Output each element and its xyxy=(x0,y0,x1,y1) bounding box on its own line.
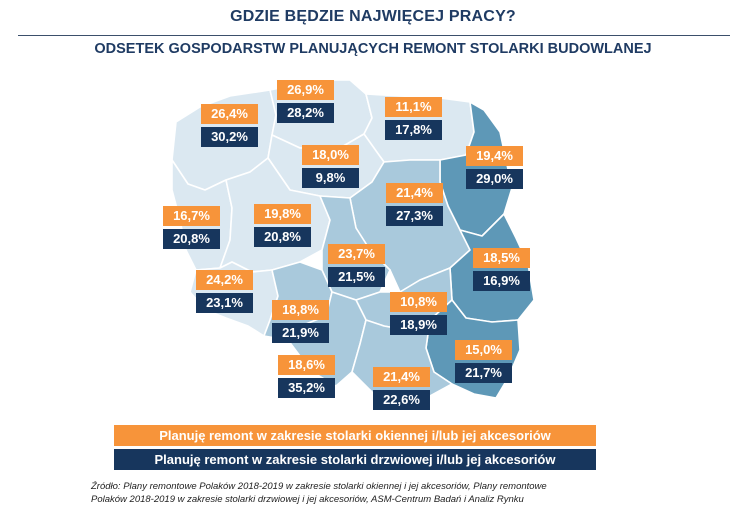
label-slaskie: 18,6% 35,2% xyxy=(278,355,335,399)
label-dolnoslaskie: 24,2% 23,1% xyxy=(196,270,253,314)
legend-windows: Planuję remont w zakresie stolarki okien… xyxy=(114,425,596,446)
label-wielkopolskie: 19,8% 20,8% xyxy=(254,204,311,248)
doors-value: 9,8% xyxy=(302,168,359,188)
label-zachodniopomorskie: 26,4% 30,2% xyxy=(201,104,258,148)
label-pomorskie: 26,9% 28,2% xyxy=(277,80,334,124)
doors-value: 21,7% xyxy=(455,363,512,383)
windows-value: 19,4% xyxy=(466,146,523,166)
doors-value: 27,3% xyxy=(386,206,443,226)
label-warminsko-mazurskie: 11,1% 17,8% xyxy=(385,97,442,141)
doors-value: 30,2% xyxy=(201,127,258,147)
windows-value: 15,0% xyxy=(455,340,512,360)
windows-value: 19,8% xyxy=(254,204,311,224)
doors-value: 21,9% xyxy=(272,323,329,343)
title-divider xyxy=(18,35,730,36)
windows-value: 23,7% xyxy=(328,244,385,264)
windows-value: 18,8% xyxy=(272,300,329,320)
label-malopolskie: 21,4% 22,6% xyxy=(373,367,430,411)
source-line-1: Źródło: Plany remontowe Polaków 2018-201… xyxy=(91,481,547,492)
label-kujawsko-pomorskie: 18,0% 9,8% xyxy=(302,145,359,189)
windows-value: 18,5% xyxy=(473,248,530,268)
windows-value: 16,7% xyxy=(163,206,220,226)
doors-value: 29,0% xyxy=(466,169,523,189)
windows-value: 21,4% xyxy=(373,367,430,387)
doors-value: 23,1% xyxy=(196,293,253,313)
doors-value: 18,9% xyxy=(390,315,447,335)
map-subtitle: ODSETEK GOSPODARSTW PLANUJĄCYCH REMONT S… xyxy=(94,41,652,57)
windows-value: 24,2% xyxy=(196,270,253,290)
source-note: Źródło: Plany remontowe Polaków 2018-201… xyxy=(91,480,651,506)
doors-value: 17,8% xyxy=(385,120,442,140)
label-mazowieckie: 21,4% 27,3% xyxy=(386,183,443,227)
doors-value: 21,5% xyxy=(328,267,385,287)
windows-value: 26,9% xyxy=(277,80,334,100)
windows-value: 18,6% xyxy=(278,355,335,375)
windows-value: 21,4% xyxy=(386,183,443,203)
doors-value: 22,6% xyxy=(373,390,430,410)
label-swietokrzyskie: 10,8% 18,9% xyxy=(390,292,447,336)
doors-value: 28,2% xyxy=(277,103,334,123)
label-lodzkie: 23,7% 21,5% xyxy=(328,244,385,288)
label-lubuskie: 16,7% 20,8% xyxy=(163,206,220,250)
windows-value: 26,4% xyxy=(201,104,258,124)
label-podlaskie: 19,4% 29,0% xyxy=(466,146,523,190)
doors-value: 16,9% xyxy=(473,271,530,291)
legend-doors: Planuję remont w zakresie stolarki drzwi… xyxy=(114,449,596,470)
map-title: GDZIE BĘDZIE NAJWIĘCEJ PRACY? xyxy=(230,8,516,25)
doors-value: 35,2% xyxy=(278,378,335,398)
source-line-2: Polaków 2018-2019 w zakresie stolarki dr… xyxy=(91,494,524,505)
doors-value: 20,8% xyxy=(254,227,311,247)
windows-value: 18,0% xyxy=(302,145,359,165)
doors-value: 20,8% xyxy=(163,229,220,249)
label-lubelskie: 18,5% 16,9% xyxy=(473,248,530,292)
windows-value: 10,8% xyxy=(390,292,447,312)
label-opolskie: 18,8% 21,9% xyxy=(272,300,329,344)
windows-value: 11,1% xyxy=(385,97,442,117)
label-podkarpackie: 15,0% 21,7% xyxy=(455,340,512,384)
